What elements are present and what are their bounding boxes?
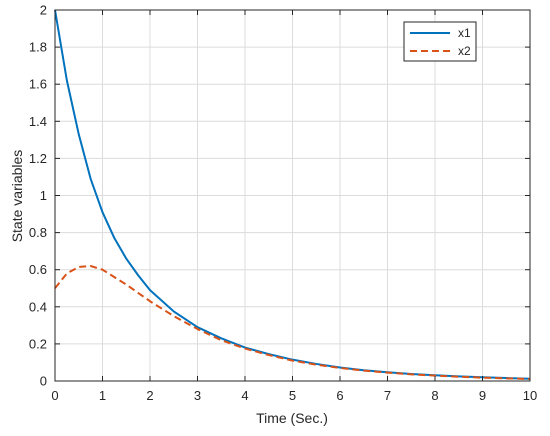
x-axis-label: Time (Sec.): [256, 410, 328, 426]
x-tick-labels: 0 1 2 3 4 5 6 7 8 9 10: [51, 388, 537, 403]
x-tick-label: 6: [336, 388, 343, 403]
series-layer: [54, 9, 531, 380]
ticks: [54, 9, 531, 382]
x-tick-label: 1: [99, 388, 106, 403]
legend-label-x1: x1: [458, 26, 471, 40]
y-tick-label: 1: [40, 188, 47, 203]
x-tick-label: 9: [479, 388, 486, 403]
legend-box: [403, 21, 477, 62]
x-tick-label: 0: [51, 388, 58, 403]
y-tick-label: 1.2: [29, 151, 47, 166]
y-tick-label: 0.2: [29, 336, 47, 351]
x-tick-label: 2: [146, 388, 153, 403]
x-tick-label: 4: [241, 388, 248, 403]
x-tick-label: 8: [431, 388, 438, 403]
legend-label-x2: x2: [458, 44, 471, 58]
y-axis-label: State variables: [9, 150, 25, 243]
y-tick-label: 1.6: [29, 77, 47, 92]
y-tick-label: 0: [40, 374, 47, 389]
x-tick-label: 3: [194, 388, 201, 403]
x-tick-label: 7: [384, 388, 391, 403]
y-tick-label: 0.8: [29, 225, 47, 240]
x-tick-label: 10: [523, 388, 537, 403]
y-tick-labels: 0 0.2 0.4 0.6 0.8 1 1.2 1.4 1.6 1.8 2: [29, 3, 47, 389]
series-line-x2: [54, 264, 531, 380]
y-tick-label: 0.6: [29, 262, 47, 277]
y-tick-label: 0.4: [29, 299, 47, 314]
y-tick-label: 2: [40, 3, 47, 18]
legend: x1 x2: [403, 21, 477, 62]
y-tick-label: 1.8: [29, 40, 47, 55]
y-tick-label: 1.4: [29, 114, 47, 129]
x-tick-label: 5: [289, 388, 296, 403]
